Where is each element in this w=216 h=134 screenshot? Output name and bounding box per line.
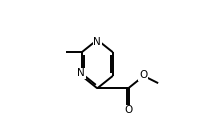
Text: N: N — [77, 68, 85, 78]
Text: O: O — [124, 105, 132, 116]
Text: N: N — [93, 37, 101, 47]
Text: O: O — [139, 70, 147, 80]
